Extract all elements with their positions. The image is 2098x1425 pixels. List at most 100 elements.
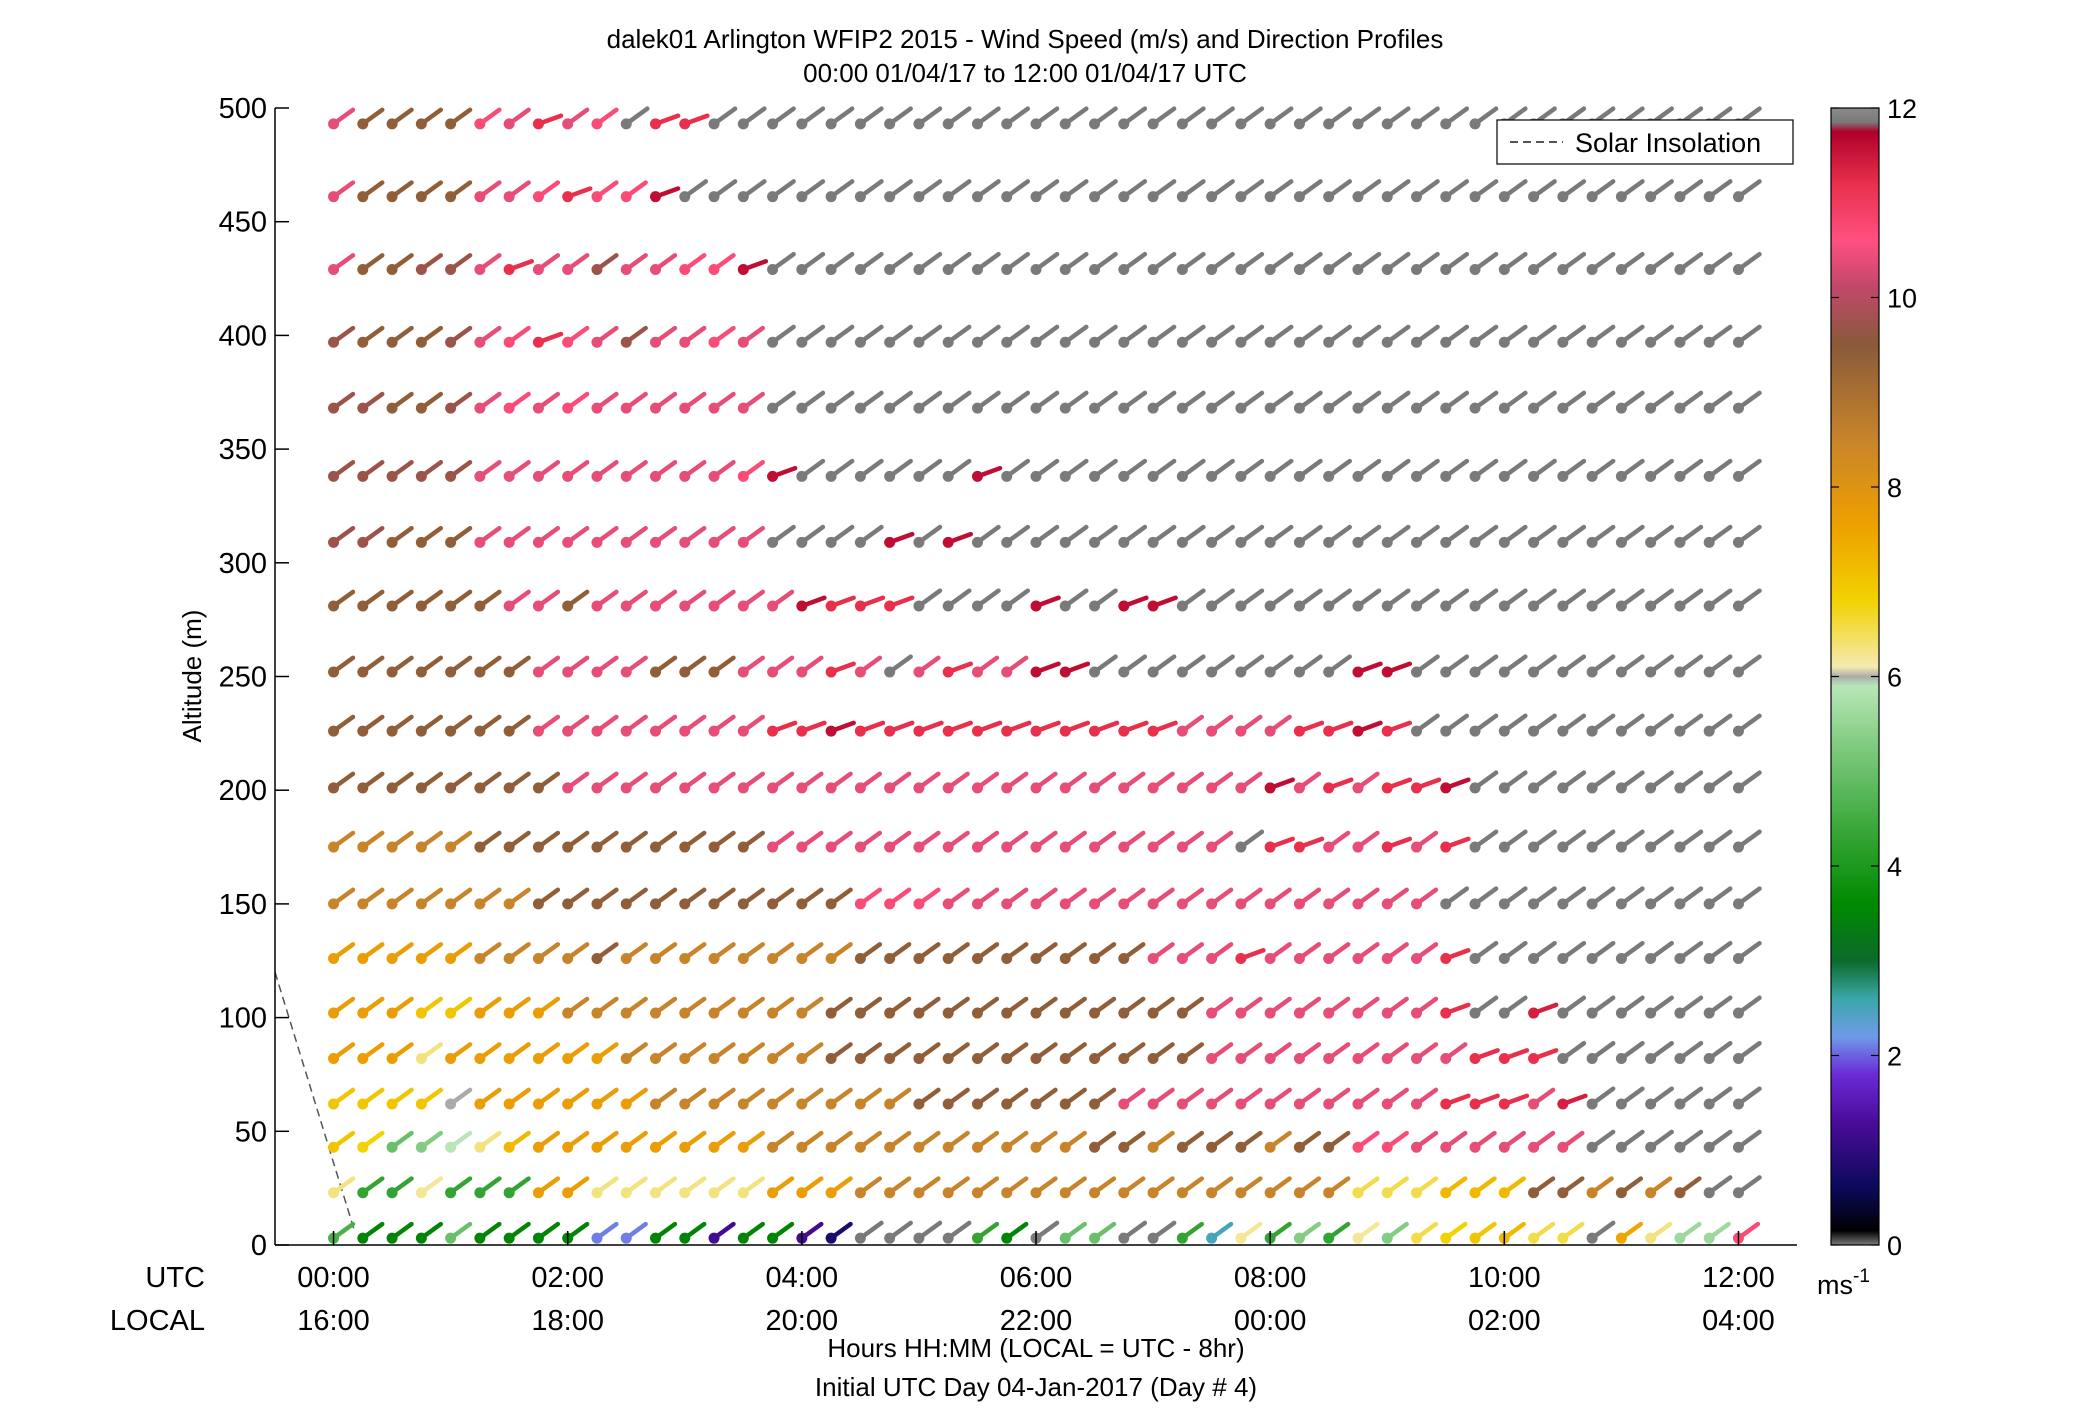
wind-barb bbox=[1469, 251, 1499, 275]
wind-barb bbox=[1118, 720, 1149, 737]
wind-barb bbox=[532, 1042, 561, 1065]
wind-barb-dot bbox=[796, 470, 808, 482]
wind-barb bbox=[737, 106, 767, 130]
wind-barb-dot bbox=[591, 600, 603, 612]
wind-barb-dot bbox=[971, 1232, 983, 1244]
wind-barb bbox=[1498, 588, 1528, 612]
wind-barb-dot bbox=[1381, 118, 1393, 130]
wind-barb-dot bbox=[913, 1187, 925, 1199]
wind-barb-dot bbox=[1615, 1187, 1627, 1199]
wind-barb bbox=[1440, 1130, 1468, 1153]
wind-barb bbox=[1440, 886, 1470, 910]
wind-barb-dot bbox=[1557, 898, 1569, 910]
wind-barb bbox=[1411, 524, 1440, 548]
wind-barb-dot bbox=[1118, 402, 1130, 414]
wind-barb bbox=[1147, 887, 1175, 910]
wind-barb-dot bbox=[1089, 952, 1101, 964]
wind-barb bbox=[1089, 1176, 1117, 1199]
wind-barb bbox=[1293, 524, 1323, 548]
wind-barb-dot bbox=[415, 402, 427, 414]
wind-barb-dot bbox=[474, 1007, 486, 1019]
wind-barb-dot bbox=[1030, 1141, 1042, 1153]
wind-barb bbox=[1703, 1040, 1733, 1065]
wind-barb bbox=[1206, 106, 1235, 130]
wind-barb bbox=[532, 589, 561, 612]
wind-barb bbox=[913, 942, 941, 964]
wind-barb-dot bbox=[825, 666, 837, 678]
wind-barb-dot bbox=[1059, 1232, 1071, 1244]
wind-barb bbox=[503, 258, 534, 275]
wind-barb bbox=[767, 251, 796, 275]
wind-barb bbox=[825, 1087, 853, 1110]
wind-barb bbox=[1089, 771, 1117, 794]
wind-barb bbox=[737, 1221, 765, 1244]
wind-barb-dot bbox=[415, 191, 427, 203]
wind-barb-dot bbox=[737, 1187, 749, 1199]
wind-barb-dot bbox=[1586, 1007, 1598, 1019]
wind-barb-dot bbox=[767, 118, 779, 130]
wind-barb bbox=[386, 1130, 414, 1153]
wind-barb-dot bbox=[1059, 1007, 1071, 1019]
wind-barb bbox=[415, 107, 444, 130]
wind-barb bbox=[1235, 324, 1265, 348]
wind-barb bbox=[386, 714, 414, 737]
wind-barb bbox=[1498, 251, 1528, 275]
wind-barb-dot bbox=[357, 666, 369, 678]
wind-barb-dot bbox=[562, 1141, 574, 1153]
wind-barb bbox=[825, 458, 855, 482]
wind-barb bbox=[1645, 1221, 1673, 1244]
wind-barb-dot bbox=[532, 952, 544, 964]
wind-barb-dot bbox=[737, 336, 749, 348]
wind-barb bbox=[1498, 1130, 1526, 1153]
wind-barb bbox=[1645, 886, 1674, 910]
wind-barb-dot bbox=[1293, 898, 1305, 910]
wind-barb bbox=[1235, 1130, 1263, 1153]
wind-barb-dot bbox=[1557, 841, 1569, 853]
wind-barb-dot bbox=[1498, 470, 1510, 482]
wind-barb-dot bbox=[942, 1007, 954, 1019]
wind-barb bbox=[737, 714, 765, 737]
wind-barb bbox=[796, 1130, 824, 1153]
wind-barb-dot bbox=[591, 725, 603, 737]
wind-barb-dot bbox=[1147, 1232, 1159, 1244]
wind-barb-dot bbox=[825, 841, 837, 853]
wind-barb bbox=[1674, 1176, 1702, 1199]
wind-barb bbox=[1293, 1130, 1322, 1153]
wind-barb-dot bbox=[942, 1053, 954, 1065]
wind-barb-dot bbox=[1440, 898, 1452, 910]
wind-barb-dot bbox=[796, 191, 808, 203]
wind-barb bbox=[1118, 524, 1148, 548]
wind-barb-dot bbox=[1264, 782, 1276, 794]
wind-barb bbox=[532, 1087, 561, 1110]
wind-barb bbox=[1557, 1221, 1585, 1244]
wind-barb-dot bbox=[1703, 666, 1715, 678]
wind-barb-dot bbox=[942, 118, 954, 130]
wind-barb bbox=[415, 942, 444, 964]
wind-barb bbox=[1001, 1221, 1029, 1244]
wind-barb-dot bbox=[650, 536, 661, 548]
wind-barb-dot bbox=[1001, 1098, 1013, 1110]
wind-barb bbox=[1732, 654, 1762, 678]
wind-barb bbox=[1381, 588, 1411, 612]
wind-barb-dot bbox=[328, 1187, 340, 1199]
wind-barb bbox=[796, 524, 826, 548]
wind-barb-dot bbox=[1615, 1098, 1627, 1110]
y-tick-label: 300 bbox=[219, 548, 267, 580]
wind-barb-dot bbox=[1411, 191, 1422, 203]
wind-barb-dot bbox=[1498, 191, 1510, 203]
wind-barb-dot bbox=[1089, 536, 1101, 548]
wind-barb bbox=[884, 251, 913, 275]
wind-barb-dot bbox=[1264, 1098, 1276, 1110]
wind-barb bbox=[357, 325, 385, 348]
wind-barb bbox=[708, 525, 736, 548]
wind-barb-dot bbox=[503, 952, 515, 964]
wind-barb-dot bbox=[620, 1141, 632, 1153]
wind-barb bbox=[1469, 324, 1499, 348]
colorbar-unit-exponent: -1 bbox=[1853, 1266, 1870, 1287]
wind-barb-dot bbox=[620, 898, 632, 910]
wind-barb bbox=[415, 460, 444, 482]
wind-barb-dot bbox=[1323, 118, 1335, 130]
wind-barb bbox=[1732, 1086, 1762, 1110]
wind-barb bbox=[1586, 886, 1616, 910]
wind-barb-dot bbox=[1381, 600, 1393, 612]
